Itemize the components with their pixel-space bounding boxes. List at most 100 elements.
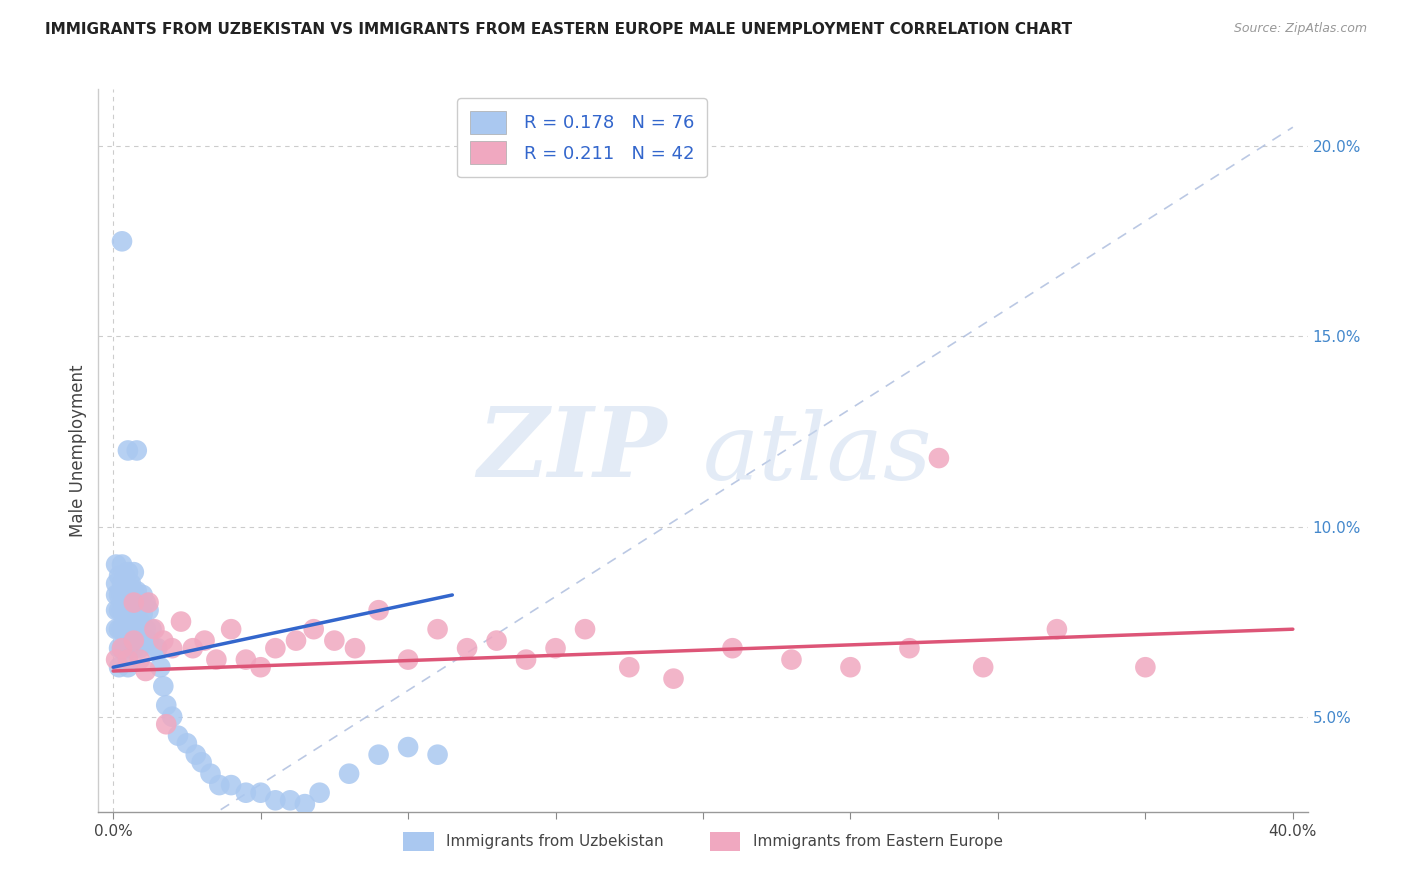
Point [114,641,136,656]
Point [367,747,389,762]
Point [485,633,508,648]
Text: ZIP: ZIP [477,403,666,498]
Point [138,633,160,648]
Point [184,747,207,762]
Point [146,641,169,656]
Point [114,603,136,617]
Point [117,443,139,458]
Point [122,615,145,629]
Point [898,641,921,656]
Point [117,584,139,599]
Point [149,660,172,674]
Point [208,778,231,792]
Point [114,569,136,583]
Point [128,615,150,629]
Point [117,565,139,579]
Point [235,786,257,800]
Point [128,652,150,666]
Legend: Immigrants from Uzbekistan, Immigrants from Eastern Europe: Immigrants from Uzbekistan, Immigrants f… [396,824,1010,858]
Point [108,641,131,656]
Point [343,641,366,656]
Point [135,622,157,636]
Point [1046,622,1069,636]
Point [105,576,128,591]
Point [125,443,148,458]
Point [108,588,131,602]
Text: Source: ZipAtlas.com: Source: ZipAtlas.com [1233,22,1367,36]
Point [108,660,131,674]
Point [114,622,136,636]
Point [117,652,139,666]
Point [219,778,242,792]
Point [111,603,134,617]
Point [131,607,153,621]
Point [219,622,242,636]
Point [235,652,257,666]
Point [308,786,330,800]
Point [155,698,177,713]
Point [111,641,134,656]
Point [176,736,198,750]
Point [396,740,419,755]
Point [128,596,150,610]
Point [249,786,271,800]
Point [111,235,134,249]
Point [122,584,145,599]
Point [264,641,287,656]
Text: IMMIGRANTS FROM UZBEKISTAN VS IMMIGRANTS FROM EASTERN EUROPE MALE UNEMPLOYMENT C: IMMIGRANTS FROM UZBEKISTAN VS IMMIGRANTS… [45,22,1073,37]
Point [131,588,153,602]
Point [143,641,166,656]
Point [155,717,177,731]
Point [928,451,950,466]
Point [426,747,449,762]
Point [839,660,862,674]
Point [108,603,131,617]
Point [205,652,228,666]
Point [125,603,148,617]
Point [120,596,142,610]
Point [302,622,325,636]
Point [122,633,145,648]
Point [138,603,160,617]
Point [117,660,139,674]
Point [264,793,287,807]
Point [111,641,134,656]
Point [122,596,145,610]
Y-axis label: Male Unemployment: Male Unemployment [69,364,87,537]
Point [108,569,131,583]
Point [105,622,128,636]
Point [662,672,685,686]
Point [294,797,316,811]
Point [515,652,537,666]
Point [143,622,166,636]
Point [152,633,174,648]
Point [135,596,157,610]
Point [167,729,190,743]
Point [1135,660,1157,674]
Point [105,652,128,666]
Point [160,709,183,723]
Point [160,641,183,656]
Point [105,588,128,602]
Point [111,622,134,636]
Point [249,660,271,674]
Point [125,584,148,599]
Point [721,641,744,656]
Point [200,766,222,780]
Point [141,622,163,636]
Point [105,558,128,572]
Point [111,576,134,591]
Point [120,576,142,591]
Point [117,603,139,617]
Point [122,565,145,579]
Point [323,633,346,648]
Point [117,641,139,656]
Point [135,664,157,678]
Point [972,660,994,674]
Point [194,633,217,648]
Point [125,622,148,636]
Point [120,633,142,648]
Point [544,641,567,656]
Point [108,622,131,636]
Point [190,756,212,770]
